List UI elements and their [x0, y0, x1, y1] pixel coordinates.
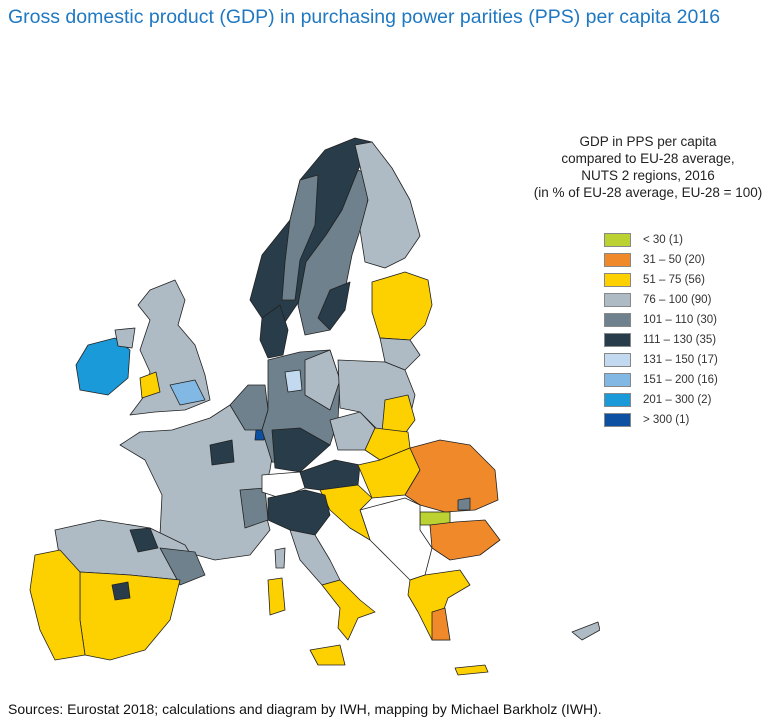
legend-item: 31 – 50 (20) — [604, 250, 718, 270]
legend-swatch — [604, 373, 631, 387]
region-france-paris — [209, 439, 235, 466]
legend-swatch — [604, 233, 631, 247]
europe-choropleth-map — [29, 137, 600, 676]
region-greece-south — [431, 607, 451, 641]
region-uk-wales — [139, 371, 161, 399]
legend-label: 201 – 300 (2) — [643, 394, 712, 406]
legend-item: > 300 (1) — [604, 410, 718, 430]
legend-swatch — [604, 273, 631, 287]
legend-label: < 30 (1) — [643, 234, 683, 246]
region-denmark — [259, 304, 289, 359]
legend-item: 151 – 200 (16) — [604, 370, 718, 390]
legend-title-line: (in % of EU-28 average, EU-28 = 100) — [533, 185, 763, 200]
legend-item: < 30 (1) — [604, 230, 718, 250]
region-northern-ireland — [114, 327, 136, 349]
legend-label: 51 – 75 (56) — [643, 274, 706, 286]
legend-title-line: GDP in PPS per capita — [579, 134, 717, 149]
region-spain-south — [79, 571, 181, 661]
region-sweden-capital — [317, 281, 351, 331]
region-crete — [454, 664, 489, 676]
legend-swatch — [604, 393, 631, 407]
region-lithuania-capital — [379, 337, 421, 371]
region-finland — [354, 141, 421, 269]
legend-label: 101 – 110 (30) — [643, 314, 717, 326]
region-sweden — [297, 169, 373, 336]
legend-title: GDP in PPS per capita compared to EU-28 … — [520, 133, 776, 201]
legend-swatch — [604, 313, 631, 327]
region-balkans — [359, 497, 433, 581]
map-title: Gross domestic product (GDP) in purchasi… — [8, 6, 721, 28]
region-poland-east — [381, 394, 416, 441]
region-germany-east — [304, 349, 341, 411]
region-croatia — [319, 484, 373, 541]
region-spain-basque — [129, 527, 159, 553]
region-spain-madrid — [111, 581, 131, 601]
region-germany-south — [271, 427, 331, 473]
legend-label: 31 – 50 (20) — [643, 254, 706, 266]
region-cyprus — [571, 621, 600, 641]
region-portugal — [29, 549, 86, 661]
region-italy-centre — [289, 529, 341, 586]
legend-item: 131 – 150 (17) — [604, 350, 718, 370]
legend: < 30 (1) 31 – 50 (20) 51 – 75 (56) 76 – 100… — [604, 230, 718, 430]
legend-item: 51 – 75 (56) — [604, 270, 718, 290]
region-austria — [299, 459, 361, 491]
legend-item: 101 – 110 (30) — [604, 310, 718, 330]
legend-label: 76 – 100 (90) — [643, 294, 712, 306]
region-baltics — [371, 271, 433, 341]
region-sicily — [309, 644, 346, 666]
source-note: Sources: Eurostat 2018; calculations and… — [8, 701, 602, 717]
legend-item: 76 – 100 (90) — [604, 290, 718, 310]
legend-title-line: compared to EU-28 average, — [561, 151, 735, 166]
legend-swatch — [604, 413, 631, 427]
region-romania-bucharest — [457, 497, 471, 511]
region-italy-south — [321, 579, 376, 641]
region-slovakia — [364, 427, 411, 461]
legend-label: 131 – 150 (17) — [643, 354, 718, 366]
region-spain-catalonia — [159, 547, 206, 586]
region-uk-london — [169, 379, 206, 406]
region-germany-hamburg — [284, 369, 303, 393]
legend-item: 111 – 130 (35) — [604, 330, 718, 350]
region-bulgaria — [429, 519, 501, 561]
legend-swatch — [604, 333, 631, 347]
region-romania — [404, 439, 499, 513]
legend-item: 201 – 300 (2) — [604, 390, 718, 410]
region-sardinia — [267, 577, 286, 616]
legend-title-line: NUTS 2 regions, 2016 — [581, 168, 715, 183]
legend-label: 111 – 130 (35) — [643, 334, 717, 346]
legend-label: 151 – 200 (16) — [643, 374, 718, 386]
region-italy-north — [267, 489, 331, 536]
legend-swatch — [604, 353, 631, 367]
legend-label: > 300 (1) — [643, 414, 690, 426]
legend-swatch — [604, 253, 631, 267]
region-corsica — [274, 547, 286, 569]
legend-swatch — [604, 293, 631, 307]
region-norway-west — [281, 174, 319, 301]
